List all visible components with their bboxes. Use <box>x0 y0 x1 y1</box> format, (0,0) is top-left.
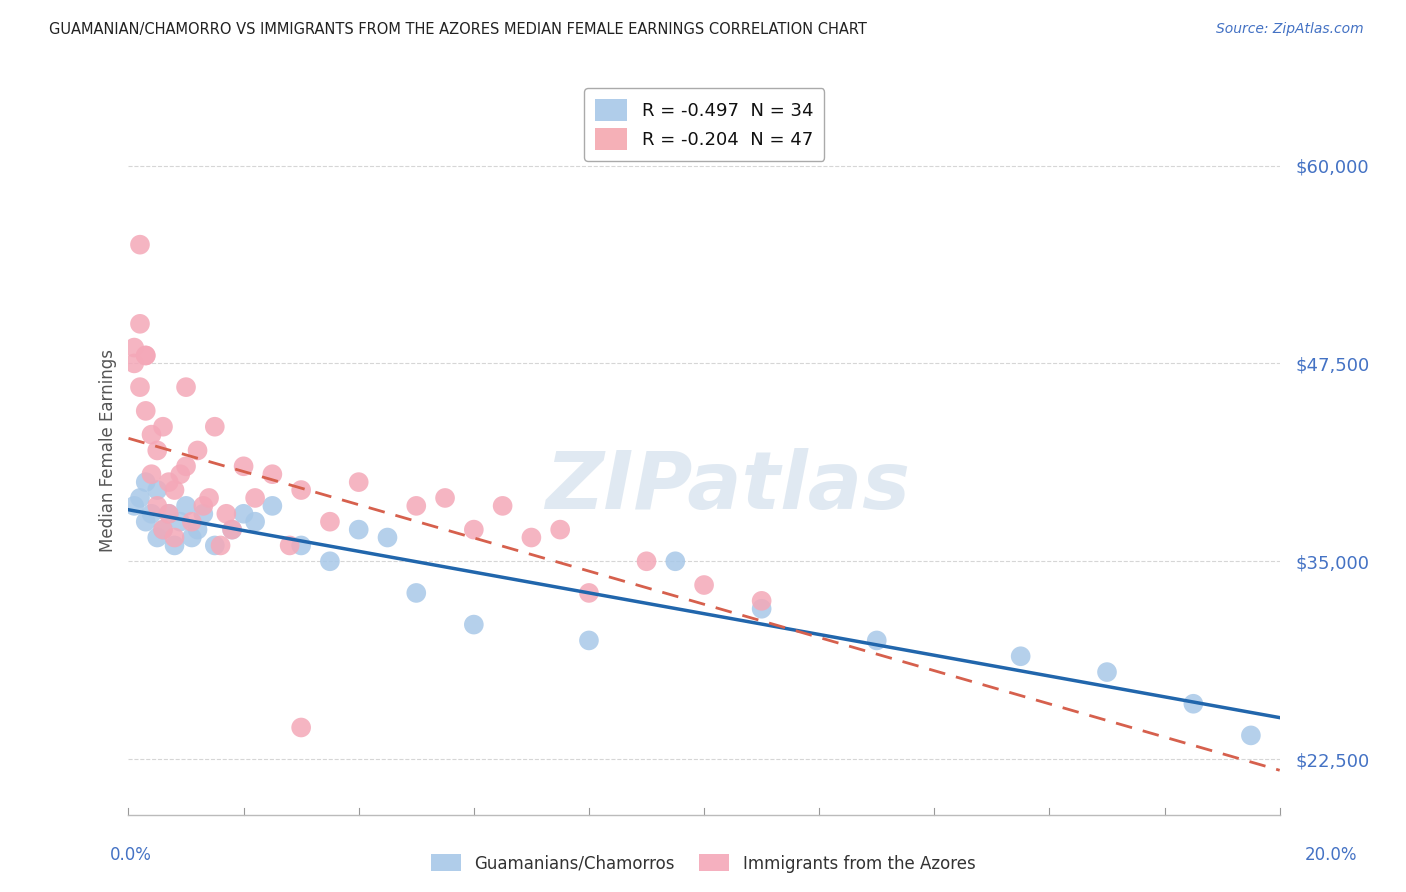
Point <box>262 467 284 482</box>
Point <box>122 499 145 513</box>
Point <box>278 538 301 552</box>
Point <box>157 507 180 521</box>
Point <box>141 427 163 442</box>
Point <box>319 554 342 568</box>
Text: ZIPatlas: ZIPatlas <box>544 448 910 526</box>
Point <box>463 617 485 632</box>
Point <box>163 531 186 545</box>
Point <box>693 578 716 592</box>
Point <box>163 483 186 497</box>
Point <box>290 721 312 735</box>
Point <box>578 633 600 648</box>
Text: Source: ZipAtlas.com: Source: ZipAtlas.com <box>1216 22 1364 37</box>
Point <box>174 499 197 513</box>
Point <box>243 491 266 505</box>
Point <box>122 341 145 355</box>
Point <box>319 515 342 529</box>
Point <box>290 483 312 497</box>
Point <box>204 419 226 434</box>
Point <box>129 491 152 505</box>
Point <box>187 443 209 458</box>
Legend: R = -0.497  N = 34, R = -0.204  N = 47: R = -0.497 N = 34, R = -0.204 N = 47 <box>583 88 824 161</box>
Point <box>135 349 157 363</box>
Point <box>377 531 399 545</box>
Point <box>751 594 773 608</box>
Point <box>232 459 254 474</box>
Point <box>129 317 152 331</box>
Point <box>174 380 197 394</box>
Point <box>221 523 243 537</box>
Legend: Guamanians/Chamorros, Immigrants from the Azores: Guamanians/Chamorros, Immigrants from th… <box>423 847 983 880</box>
Point <box>636 554 658 568</box>
Point <box>204 538 226 552</box>
Point <box>146 499 169 513</box>
Point <box>463 523 485 537</box>
Text: GUAMANIAN/CHAMORRO VS IMMIGRANTS FROM THE AZORES MEDIAN FEMALE EARNINGS CORRELAT: GUAMANIAN/CHAMORRO VS IMMIGRANTS FROM TH… <box>49 22 868 37</box>
Y-axis label: Median Female Earnings: Median Female Earnings <box>100 349 117 552</box>
Point <box>664 554 686 568</box>
Point <box>152 419 174 434</box>
Point <box>1240 728 1263 742</box>
Point <box>122 356 145 370</box>
Text: 20.0%: 20.0% <box>1305 846 1357 863</box>
Point <box>405 586 427 600</box>
Point <box>163 538 186 552</box>
Point <box>129 380 152 394</box>
Point <box>135 475 157 489</box>
Point <box>866 633 889 648</box>
Point <box>520 531 543 545</box>
Point <box>262 499 284 513</box>
Point <box>215 507 238 521</box>
Point <box>157 507 180 521</box>
Point <box>232 507 254 521</box>
Point <box>1095 665 1118 679</box>
Point <box>152 523 174 537</box>
Point <box>405 499 427 513</box>
Point <box>751 601 773 615</box>
Point <box>152 523 174 537</box>
Point <box>290 538 312 552</box>
Point <box>347 475 370 489</box>
Point <box>157 475 180 489</box>
Point <box>243 515 266 529</box>
Point <box>198 491 221 505</box>
Point <box>146 443 169 458</box>
Point <box>146 483 169 497</box>
Point <box>180 531 202 545</box>
Point <box>141 507 163 521</box>
Point <box>146 531 169 545</box>
Point <box>578 586 600 600</box>
Point <box>169 467 191 482</box>
Point <box>548 523 571 537</box>
Point <box>135 515 157 529</box>
Point <box>209 538 232 552</box>
Point <box>221 523 243 537</box>
Point <box>169 515 191 529</box>
Point <box>141 467 163 482</box>
Point <box>135 349 157 363</box>
Point <box>1182 697 1205 711</box>
Point <box>135 404 157 418</box>
Point <box>129 237 152 252</box>
Point <box>1010 649 1032 664</box>
Point <box>347 523 370 537</box>
Point <box>174 459 197 474</box>
Point <box>193 499 215 513</box>
Point <box>187 523 209 537</box>
Point <box>193 507 215 521</box>
Text: 0.0%: 0.0% <box>110 846 152 863</box>
Point <box>180 515 202 529</box>
Point <box>434 491 457 505</box>
Point <box>491 499 513 513</box>
